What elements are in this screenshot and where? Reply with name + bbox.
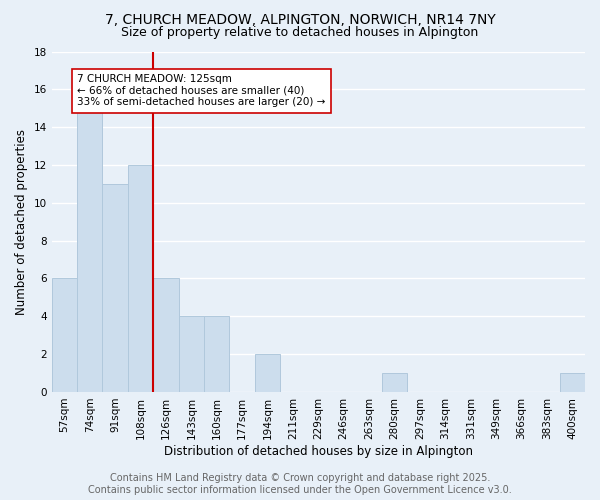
Bar [204, 316, 229, 392]
Text: 7, CHURCH MEADOW, ALPINGTON, NORWICH, NR14 7NY: 7, CHURCH MEADOW, ALPINGTON, NORWICH, NR… [104, 12, 496, 26]
Bar [103, 184, 128, 392]
Text: Contains HM Land Registry data © Crown copyright and database right 2025.
Contai: Contains HM Land Registry data © Crown c… [88, 474, 512, 495]
Bar [52, 278, 77, 392]
Text: 7 CHURCH MEADOW: 125sqm
← 66% of detached houses are smaller (40)
33% of semi-de: 7 CHURCH MEADOW: 125sqm ← 66% of detache… [77, 74, 325, 108]
Bar [153, 278, 179, 392]
Bar [382, 373, 407, 392]
X-axis label: Distribution of detached houses by size in Alpington: Distribution of detached houses by size … [164, 444, 473, 458]
Y-axis label: Number of detached properties: Number of detached properties [15, 128, 28, 314]
Bar [77, 108, 103, 392]
Bar [128, 165, 153, 392]
Bar [179, 316, 204, 392]
Text: Size of property relative to detached houses in Alpington: Size of property relative to detached ho… [121, 26, 479, 39]
Bar [560, 373, 585, 392]
Bar [255, 354, 280, 392]
